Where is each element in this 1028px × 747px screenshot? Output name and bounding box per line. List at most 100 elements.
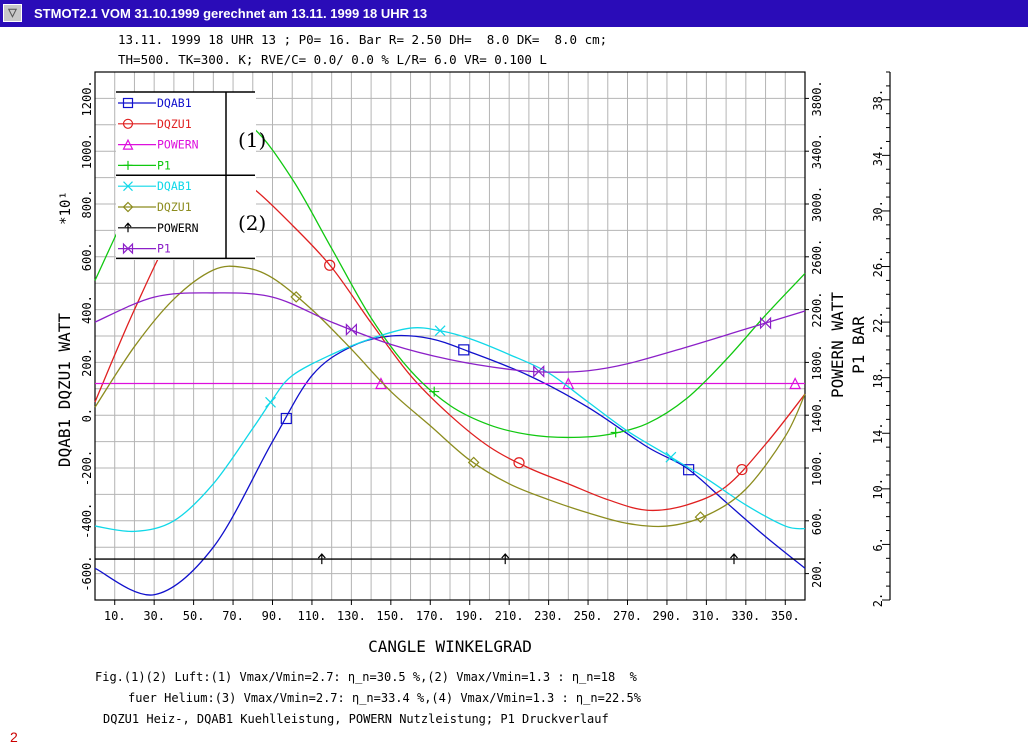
system-menu-icon[interactable]: ▽ (3, 4, 22, 22)
x-tick-label: 190. (455, 609, 484, 623)
x-tick-label: 30. (143, 609, 165, 623)
left-y-tick-label: 1200. (80, 80, 94, 116)
mid-y-tick-label: 3400. (810, 133, 824, 169)
x-tick-label: 150. (376, 609, 405, 623)
series-p1-2-marker (759, 316, 772, 330)
x-tick-label: 10. (104, 609, 126, 623)
legend-entry-label: DQAB1 (157, 179, 192, 193)
left-y-tick-label: 800. (80, 190, 94, 219)
series-dqzu1-1-marker (513, 457, 525, 469)
left-y-tick-label: -400. (80, 503, 94, 539)
series-dqzu1-2-marker (467, 456, 480, 469)
mid-y-tick-label: 200. (810, 559, 824, 588)
series-dqzu1-1-marker (736, 463, 748, 476)
left-y-tick-label: 1000. (80, 133, 94, 169)
series-powern-2-marker (730, 553, 738, 565)
header-parameters-line1: 13.11. 1999 18 UHR 13 ; P0= 16. Bar R= 2… (118, 32, 608, 47)
mid-y-tick-label: 1800. (810, 344, 824, 380)
legend-swatch-marker (122, 242, 134, 255)
legend-background (116, 92, 256, 260)
series-dqab1-1-marker (683, 464, 695, 476)
left-y-tick-label: 200. (80, 348, 94, 377)
left-y-axis-label: DQAB1 DQZU1 WATT (55, 313, 74, 467)
series-p1-2-marker (533, 364, 545, 378)
left-y-tick-label: -200. (80, 450, 94, 486)
x-tick-label: 130. (337, 609, 366, 623)
series-dqzu1-2-marker (290, 291, 303, 303)
x-tick-label: 250. (574, 609, 603, 623)
right-y-tick-label: 2. (871, 593, 885, 607)
page-number: 2 (10, 729, 18, 745)
series-dqab1-1-line (94, 334, 806, 596)
mid-y-tick-label: 2200. (810, 292, 824, 328)
window-title: STMOT2.1 VOM 31.10.1999 gerechnet am 13.… (34, 6, 428, 21)
left-y-tick-label: 600. (80, 242, 94, 271)
left-y-tick-label: 400. (80, 295, 94, 324)
header-parameters-line2: TH=500. TK=300. K; RVE/C= 0.0/ 0.0 % L/R… (118, 52, 547, 67)
left-y-tick-label: -600. (80, 556, 94, 592)
right-y-tick-label: 26. (871, 256, 885, 278)
legend-entry-label: P1 (157, 158, 171, 172)
series-powern-2-marker (317, 553, 326, 565)
right-y-tick-label: 18. (871, 367, 885, 389)
right-y-tick-label: 22. (871, 311, 885, 333)
legend-swatch-marker (122, 201, 134, 213)
plot-frame (94, 71, 806, 601)
x-tick-label: 170. (416, 609, 445, 623)
x-tick-label: 270. (613, 609, 642, 623)
right-y-axis-label: P1 BAR (849, 316, 868, 374)
x-tick-label: 90. (262, 609, 284, 623)
x-tick-label: 50. (183, 609, 205, 623)
series-p1-1-marker (429, 386, 440, 397)
legend-swatch-marker (123, 181, 133, 192)
mid-y-tick-label: 600. (810, 506, 824, 535)
mid-y-tick-label: 3000. (810, 186, 824, 222)
legend-swatch-marker (123, 160, 133, 170)
x-tick-label: 230. (534, 609, 563, 623)
legend-entry-label: P1 (157, 242, 171, 256)
series-dqzu1-2-line (94, 265, 806, 528)
legend-entry-label: POWERN (157, 221, 199, 235)
x-tick-label: 290. (652, 609, 681, 623)
x-tick-label: 210. (495, 609, 524, 623)
mid-y-axis-label: POWERN WATT (828, 292, 847, 398)
x-tick-label: 70. (222, 609, 244, 623)
caption-line2: fuer Helium:(3) Vmax/Vmin=2.7: η_n=33.4 … (128, 691, 641, 705)
legend-swatch-marker (124, 222, 132, 233)
series-dqab1-1-marker (280, 412, 292, 425)
caption-line1: Fig.(1)(2) Luft:(1) Vmax/Vmin=2.7: η_n=3… (95, 670, 637, 684)
series-p1-2-marker (345, 323, 357, 336)
series-p1-1-marker (610, 427, 621, 438)
series-powern-2-marker (501, 553, 510, 565)
legend-entry-label: DQZU1 (157, 117, 192, 131)
series-dqab1-1-marker (458, 344, 470, 356)
legend-swatch-marker (122, 138, 134, 150)
right-y-tick-label: 10. (871, 478, 885, 500)
mid-y-tick-label: 3800. (810, 80, 824, 116)
series-powern-1-marker (789, 377, 802, 390)
series-dqab1-2-marker (434, 325, 446, 337)
series-dqab1-2-marker (265, 396, 276, 408)
right-y-tick-label: 6. (871, 537, 885, 551)
window-titlebar: ▽ STMOT2.1 VOM 31.10.1999 gerechnet am 1… (0, 0, 1028, 27)
caption-line3: DQZU1 Heiz-, DQAB1 Kuehlleistung, POWERN… (103, 712, 609, 726)
series-p1-2-line (94, 292, 806, 373)
left-y-axis-multiplier: *10¹ (58, 191, 74, 225)
x-tick-label: 330. (731, 609, 760, 623)
legend-entry-label: DQAB1 (157, 96, 192, 110)
right-y-tick-label: 34. (871, 145, 885, 167)
x-axis-label: CANGLE WINKELGRAD (368, 637, 532, 656)
right-y-tick-label: 38. (871, 89, 885, 111)
left-y-tick-label: 0. (80, 408, 94, 422)
legend-swatch-marker (122, 97, 134, 109)
legend-group-label: (2) (238, 211, 266, 235)
legend-entry-label: POWERN (157, 138, 199, 152)
series-dqzu1-1-marker (324, 259, 336, 271)
mid-y-tick-label: 2600. (810, 239, 824, 275)
x-tick-label: 110. (297, 609, 326, 623)
mid-y-tick-label: 1400. (810, 397, 824, 433)
x-tick-label: 310. (692, 609, 721, 623)
right-y-tick-label: 14. (871, 422, 885, 444)
right-y-tick-label: 30. (871, 200, 885, 222)
